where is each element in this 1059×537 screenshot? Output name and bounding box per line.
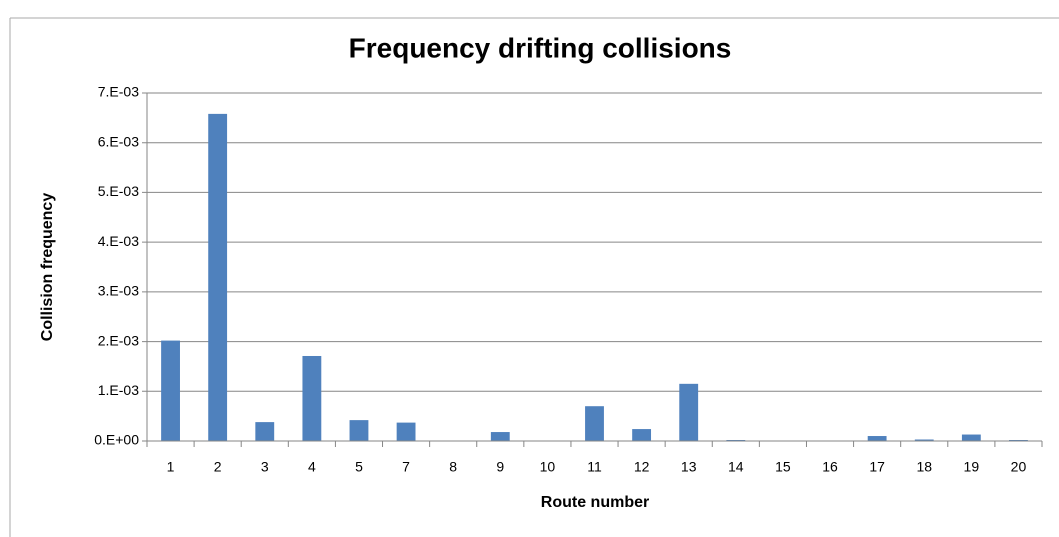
x-tick-label: 15: [775, 459, 791, 475]
bar: [632, 429, 652, 441]
x-tick-label: 7: [402, 459, 410, 475]
y-tick-label: 1.E-03: [98, 382, 139, 398]
y-axis-label: Collision frequency: [39, 193, 56, 342]
x-tick-label: 17: [869, 459, 885, 475]
bar: [961, 434, 981, 441]
x-tick-label: 13: [681, 459, 697, 475]
bar: [914, 439, 934, 441]
bar: [490, 432, 510, 441]
bar: [396, 422, 416, 441]
x-tick-label: 8: [449, 459, 457, 475]
bar: [679, 383, 699, 441]
x-tick-label: 18: [916, 459, 932, 475]
bar: [585, 406, 604, 441]
chart-title: Frequency drifting collisions: [349, 32, 732, 63]
bar: [349, 420, 369, 441]
x-axis-label: Route number: [541, 494, 649, 511]
x-tick-label: 19: [964, 459, 980, 475]
x-tick-label: 11: [587, 459, 602, 475]
y-tick-label: 2.E-03: [98, 332, 139, 348]
x-tick-label: 16: [822, 459, 838, 475]
bar: [255, 422, 275, 441]
x-tick-label: 9: [496, 459, 504, 475]
bar: [161, 340, 180, 441]
x-tick-label: 10: [540, 459, 556, 475]
bar: [302, 355, 322, 441]
x-tick-label: 20: [1011, 459, 1027, 475]
bar: [867, 436, 887, 441]
x-tick-label: 3: [261, 459, 269, 475]
y-tick-label: 0.E+00: [94, 432, 139, 448]
x-tick-label: 2: [214, 459, 222, 475]
y-tick-label: 6.E-03: [98, 133, 139, 149]
y-tick-label: 7.E-03: [98, 84, 139, 100]
bar: [208, 113, 228, 441]
x-tick-label: 4: [308, 459, 316, 475]
x-tick-label: 14: [728, 459, 744, 475]
x-tick-label: 1: [167, 459, 175, 475]
x-tick-label: 12: [634, 459, 650, 475]
y-tick-label: 3.E-03: [98, 283, 139, 299]
y-tick-label: 5.E-03: [98, 183, 139, 199]
y-tick-label: 4.E-03: [98, 233, 139, 249]
x-tick-label: 5: [355, 459, 363, 475]
